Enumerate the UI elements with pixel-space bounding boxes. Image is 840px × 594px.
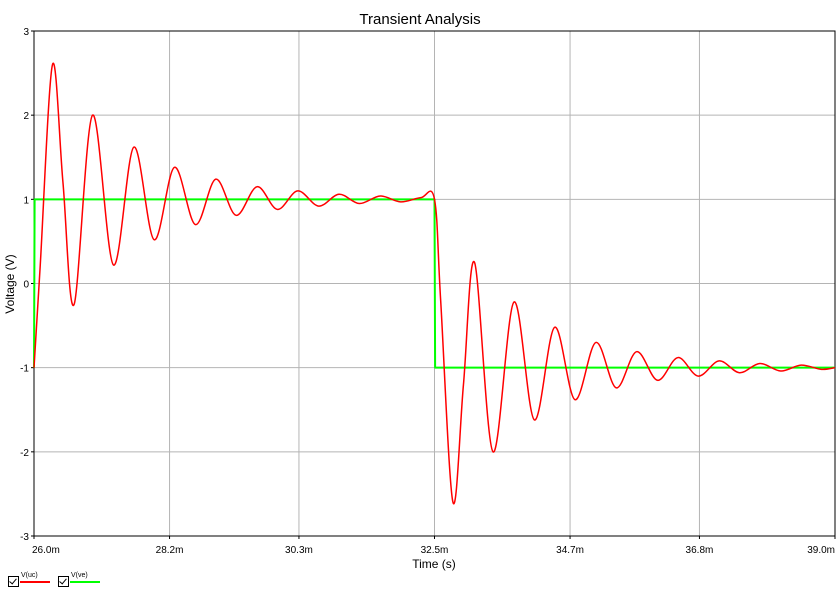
x-tick-label: 34.7m [556, 545, 584, 556]
y-tick-label: 0 [23, 280, 29, 291]
x-tick-label: 32.5m [421, 545, 449, 556]
y-tick-label: -2 [20, 448, 29, 459]
x-tick-label: 36.8m [686, 545, 714, 556]
vve-legend-swatch [70, 581, 100, 583]
vuc-legend-swatch [20, 581, 50, 583]
y-tick-label: 2 [23, 111, 29, 122]
y-tick-label: 1 [23, 195, 29, 206]
x-tick-label: 28.2m [156, 545, 184, 556]
x-tick-label: 30.3m [285, 545, 313, 556]
y-tick-label: -1 [20, 364, 29, 375]
x-axis: 26.0m 28.2m 30.3m 32.5m 34.7m 36.8m 39.0m [32, 536, 836, 556]
legend-item-vve[interactable]: V(ve) [58, 572, 102, 588]
y-tick-label: -3 [20, 532, 29, 543]
x-tick-label: 39.0m [807, 545, 835, 556]
series-line-vuc [33, 62, 836, 505]
vve-legend-label: V(ve) [71, 572, 88, 579]
vve-checkbox[interactable] [58, 576, 69, 587]
vuc-checkbox[interactable] [8, 576, 19, 587]
vuc-legend-label: V(uc) [21, 572, 38, 579]
series-group [33, 62, 836, 505]
x-axis-label: Time (s) [412, 557, 456, 571]
y-tick-label: 3 [23, 27, 29, 38]
chart-title: Transient Analysis [359, 11, 480, 28]
legend-item-vuc[interactable]: V(uc) [8, 572, 52, 588]
x-tick-label: 26.0m [32, 545, 60, 556]
y-axis-label: Voltage (V) [3, 254, 17, 313]
